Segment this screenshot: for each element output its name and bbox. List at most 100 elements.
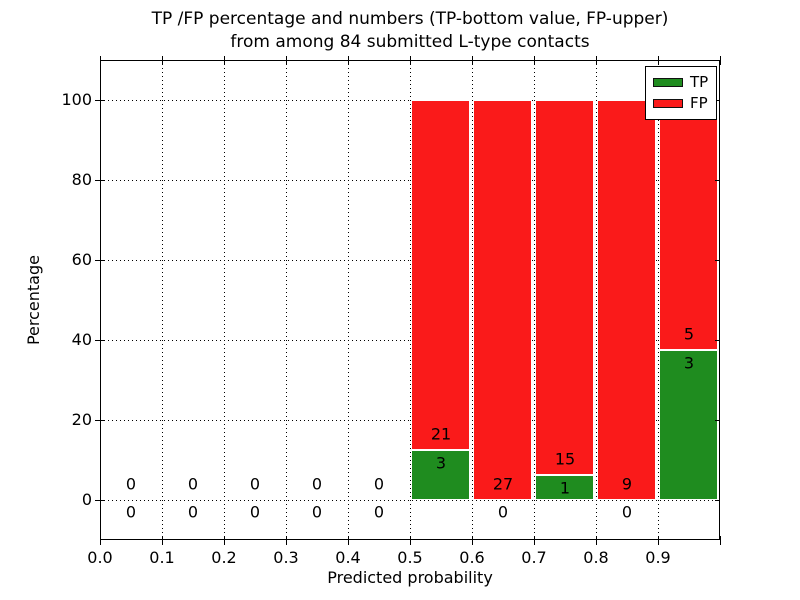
x-tick-mark (99, 536, 101, 545)
y-tick-label: 20 (71, 410, 92, 429)
bar-segment-fp (411, 100, 470, 450)
fp-count-label: 15 (554, 449, 576, 469)
chart-title-line1: TP /FP percentage and numbers (TP-bottom… (151, 9, 669, 29)
x-tick-label: 0.0 (87, 548, 113, 567)
tp-count-label: 3 (683, 353, 695, 373)
tp-count-label: 0 (621, 502, 633, 522)
x-tick-mark-top (99, 56, 101, 65)
fp-count-label: 9 (621, 474, 633, 494)
legend-label-fp: FP (690, 94, 708, 112)
legend-item-fp: FP (653, 93, 710, 114)
y-tick-label: 40 (71, 330, 92, 349)
y-tick-label: 100 (61, 90, 92, 109)
x-axis-label: Predicted probability (327, 568, 493, 587)
x-tick-mark-top (595, 56, 597, 65)
tp-count-label: 1 (559, 478, 571, 498)
grid-line-horizontal (100, 499, 720, 501)
grid-line-vertical (595, 60, 597, 540)
grid-line-vertical (223, 60, 225, 540)
fp-count-label: 0 (311, 474, 323, 494)
grid-line-vertical (471, 60, 473, 540)
grid-line-horizontal (100, 259, 720, 261)
x-tick-mark (657, 536, 659, 545)
legend-item-tp: TP (653, 72, 710, 93)
y-tick-mark (95, 99, 104, 101)
x-tick-mark-top (285, 56, 287, 65)
x-tick-mark-top (347, 56, 349, 65)
tp-count-label: 0 (125, 502, 137, 522)
tp-count-label: 3 (435, 453, 447, 473)
y-tick-mark (95, 419, 104, 421)
bar-segment-fp (535, 100, 594, 475)
x-tick-label: 0.9 (645, 548, 671, 567)
x-tick-mark (471, 536, 473, 545)
grid-line-vertical (161, 60, 163, 540)
tp-count-label: 0 (311, 502, 323, 522)
grid-line-vertical (409, 60, 411, 540)
tp-color-swatch (653, 78, 683, 87)
fp-count-label: 0 (187, 474, 199, 494)
tp-count-label: 0 (373, 502, 385, 522)
x-tick-mark (285, 536, 287, 545)
fp-count-label: 0 (249, 474, 261, 494)
grid-line-vertical (285, 60, 287, 540)
chart-title-line2: from among 84 submitted L-type contacts (230, 32, 590, 52)
tp-count-label: 0 (497, 502, 509, 522)
fp-count-label: 21 (430, 424, 452, 444)
x-tick-mark (347, 536, 349, 545)
bar-segment-fp (659, 100, 718, 350)
x-tick-mark-top (719, 56, 721, 65)
fp-count-label: 0 (373, 474, 385, 494)
x-tick-label: 0.4 (335, 548, 361, 567)
y-tick-mark (95, 499, 104, 501)
x-tick-mark (161, 536, 163, 545)
bar-segment-tp (659, 350, 718, 500)
bar-segment-fp (597, 100, 656, 500)
grid-line-vertical (533, 60, 535, 540)
x-tick-mark (719, 536, 721, 545)
chart-title: TP /FP percentage and numbers (TP-bottom… (100, 8, 720, 54)
y-tick-mark-right (715, 339, 720, 341)
grid-line-vertical (347, 60, 349, 540)
fp-count-label: 0 (125, 474, 137, 494)
x-tick-label: 0.2 (211, 548, 237, 567)
y-tick-label: 80 (71, 170, 92, 189)
x-tick-mark (533, 536, 535, 545)
bar-segment-tp (535, 475, 594, 500)
legend: TP FP (645, 66, 717, 120)
y-tick-mark-right (715, 499, 720, 501)
x-tick-mark (223, 536, 225, 545)
fp-count-label: 5 (683, 324, 695, 344)
y-tick-label: 60 (71, 250, 92, 269)
grid-line-horizontal (100, 339, 720, 341)
y-tick-mark-right (715, 179, 720, 181)
x-tick-label: 0.8 (583, 548, 609, 567)
fp-color-swatch (653, 99, 683, 108)
x-tick-mark-top (657, 56, 659, 65)
x-tick-label: 0.5 (397, 548, 423, 567)
x-tick-mark-top (471, 56, 473, 65)
y-tick-mark (95, 339, 104, 341)
x-tick-mark (409, 536, 411, 545)
tp-count-label: 0 (187, 502, 199, 522)
bar-segment-tp (411, 450, 470, 500)
plot-area (100, 60, 720, 540)
x-tick-mark-top (223, 56, 225, 65)
y-tick-label: 0 (81, 490, 92, 509)
x-tick-label: 0.1 (149, 548, 175, 567)
grid-line-vertical (657, 60, 659, 540)
x-tick-label: 0.6 (459, 548, 485, 567)
legend-label-tp: TP (690, 73, 709, 91)
grid-line-horizontal (100, 419, 720, 421)
x-tick-mark (595, 536, 597, 545)
y-tick-mark (95, 179, 104, 181)
y-axis-label: Percentage (24, 255, 43, 346)
x-tick-mark-top (409, 56, 411, 65)
y-tick-mark (95, 259, 104, 261)
x-tick-label: 0.7 (521, 548, 547, 567)
y-tick-mark-right (715, 99, 720, 101)
grid-line-horizontal (100, 179, 720, 181)
fp-count-label: 27 (492, 474, 514, 494)
x-tick-mark-top (161, 56, 163, 65)
